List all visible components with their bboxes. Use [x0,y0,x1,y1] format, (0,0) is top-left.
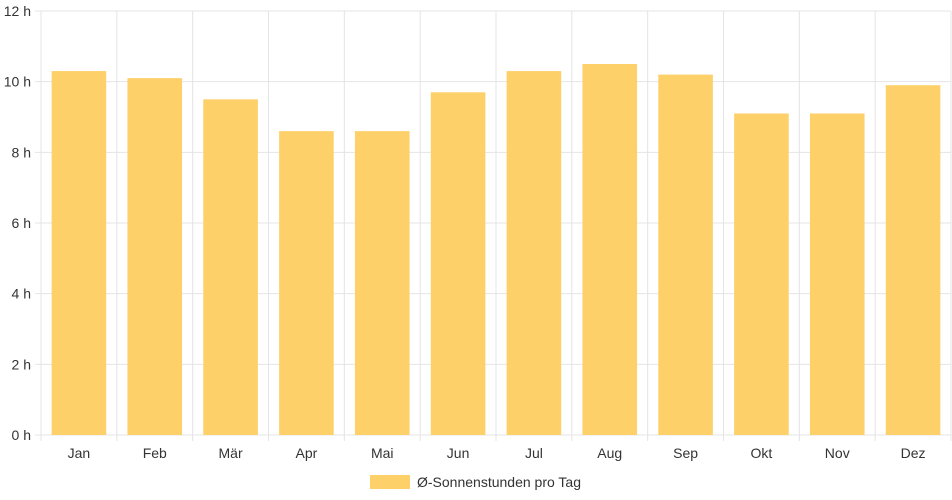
x-tick-label: Mai [371,445,394,461]
x-tick-label: Jun [447,445,470,461]
chart-legend[interactable]: Ø-Sonnenstunden pro Tag [370,474,581,490]
x-tick-label: Jul [525,445,543,461]
y-tick-label: 10 h [4,74,31,90]
legend-label: Ø-Sonnenstunden pro Tag [417,474,581,490]
x-tick-label: Feb [143,445,167,461]
y-tick-label: 0 h [12,427,31,443]
bar-sep[interactable] [658,74,713,435]
bar-dez[interactable] [885,85,941,435]
bar-apr[interactable] [279,131,334,435]
bar-jul[interactable] [506,71,562,436]
y-tick-label: 12 h [4,3,31,19]
x-tick-label: Sep [673,445,698,461]
x-tick-label: Apr [296,445,318,461]
bar-okt[interactable] [734,113,789,435]
chart-grid [35,10,952,441]
y-tick-label: 6 h [12,215,31,231]
y-tick-label: 8 h [12,144,31,160]
x-tick-label: Dez [901,445,926,461]
x-tick-label: Aug [597,445,622,461]
y-tick-label: 4 h [12,286,31,302]
x-tick-label: Jan [68,445,91,461]
x-tick-label: Mär [219,445,243,461]
bar-mär[interactable] [203,99,258,435]
bar-jan[interactable] [51,71,107,436]
chart-bars [51,64,941,436]
legend-swatch [370,475,410,489]
x-axis-ticks: Jan Feb Mär Apr Mai Jun Jul Aug Sep Okt Nov Dez [68,445,926,461]
bar-nov[interactable] [809,113,865,435]
bar-mai[interactable] [354,131,410,435]
bar-aug[interactable] [582,64,638,435]
x-tick-label: Okt [751,445,773,461]
bar-feb[interactable] [127,78,183,435]
y-axis-ticks: 0 h 2 h 4 h 6 h 8 h 10 h 12 h [4,3,31,443]
bar-jun[interactable] [430,92,486,436]
x-tick-label: Nov [825,445,850,461]
y-tick-label: 2 h [12,356,31,372]
